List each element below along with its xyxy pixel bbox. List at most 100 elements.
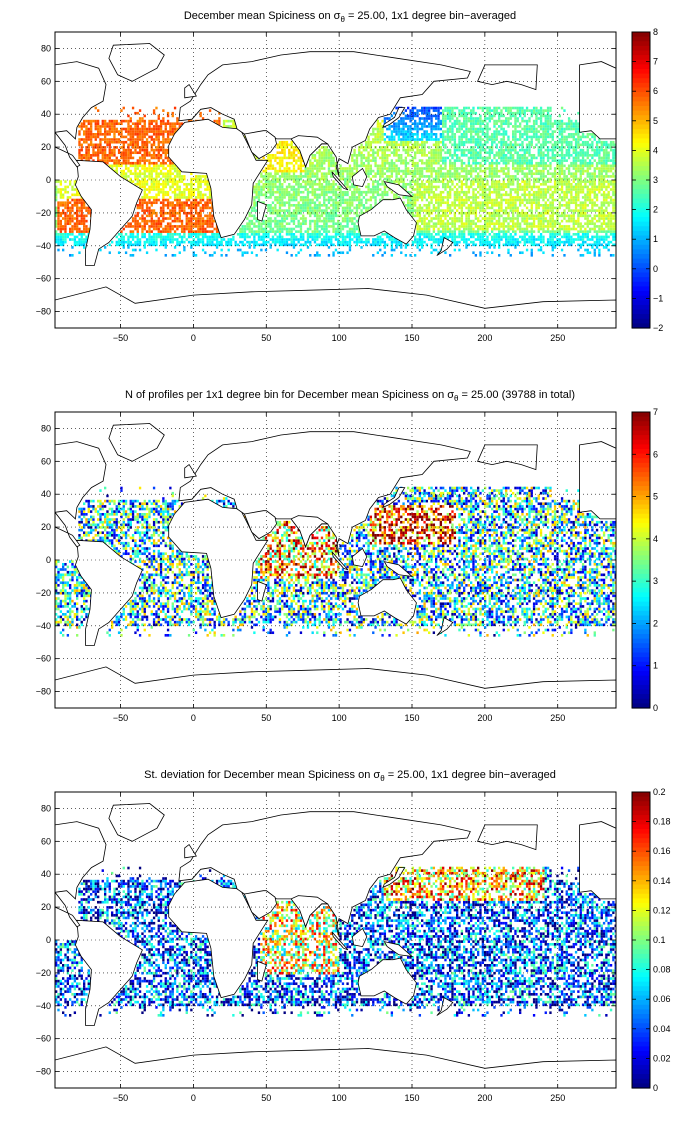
data-cell [477,143,480,147]
data-cell [173,130,177,133]
data-cell [274,180,277,183]
data-cell [495,111,498,115]
data-cell [155,198,158,202]
data-cell [176,198,179,202]
data-cell [442,227,445,231]
data-cell [169,188,172,191]
data-cell [101,133,104,136]
data-cell [313,188,317,191]
data-cell [486,240,489,244]
data-cell [376,148,380,152]
data-cell [131,151,135,155]
data-cell [234,240,237,244]
data-cell [55,206,58,210]
data-cell [204,222,207,226]
data-cell [379,167,382,170]
data-cell [83,217,86,220]
data-cell [197,211,200,215]
data-cell [402,180,405,183]
data-cell [150,177,153,181]
data-cell [281,164,284,168]
data-cell [283,151,286,155]
data-cell [495,235,498,239]
data-cell [148,201,151,205]
data-cell [376,172,380,176]
data-cell [323,217,326,220]
data-cell [83,214,86,218]
data-cell [157,151,160,155]
data-cell [290,240,293,244]
data-cell [453,138,457,141]
data-cell [325,180,328,183]
data-cell [430,154,433,157]
data-cell [381,175,384,178]
data-cell [194,230,198,233]
data-cell [80,214,83,218]
data-cell [348,206,352,210]
data-cell [281,172,284,176]
data-cell [85,148,88,152]
data-cell [192,225,195,228]
data-cell [395,240,398,244]
data-cell [346,185,349,189]
data-cell [150,204,153,207]
data-cell [57,222,60,226]
data-cell [453,233,457,236]
data-cell [148,127,151,131]
data-cell [491,180,494,183]
data-cell [407,206,410,210]
data-cell [353,164,356,168]
data-cell [199,225,202,228]
data-cell [134,227,137,231]
data-cell [313,238,317,241]
data-cell [169,125,172,128]
data-cell [267,188,270,191]
data-cell [495,196,498,199]
data-cell [178,251,181,255]
data-cell [64,225,67,228]
data-cell [302,169,305,173]
data-cell [435,135,438,139]
data-cell [355,188,359,191]
data-cell [388,143,391,147]
data-cell [274,209,277,212]
data-cell [299,248,303,252]
data-cell [274,185,277,189]
data-cell [62,243,65,247]
data-cell [467,209,471,212]
data-cell [206,188,209,191]
data-cell [76,211,79,215]
data-cell [481,240,485,244]
data-cell [442,130,445,133]
data-cell [498,156,501,160]
data-cell [458,201,461,205]
data-cell [337,243,340,247]
data-cell [136,222,139,226]
data-cell [162,201,165,205]
data-cell [283,177,286,181]
data-cell [141,177,144,181]
data-cell [124,167,128,170]
data-cell [495,119,498,123]
data-cell [397,143,401,147]
data-cell [437,222,440,226]
data-cell [169,238,172,241]
data-cell [479,125,482,128]
data-cell [290,254,293,257]
data-cell [402,130,405,133]
data-cell [164,198,167,202]
data-cell [94,119,97,123]
data-cell [437,206,440,210]
data-cell [152,201,156,205]
data-cell [199,180,202,183]
data-cell [428,238,431,241]
data-cell [479,164,482,168]
data-cell [152,227,156,231]
data-cell [437,175,440,178]
data-cell [486,109,489,112]
data-cell [267,230,270,233]
data-cell [97,156,100,160]
data-cell [213,219,216,223]
data-cell [481,185,485,189]
data-cell [395,169,398,173]
